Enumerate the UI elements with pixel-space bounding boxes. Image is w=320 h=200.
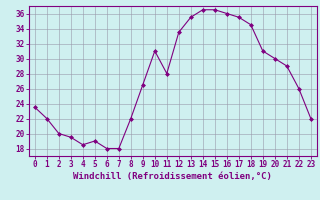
X-axis label: Windchill (Refroidissement éolien,°C): Windchill (Refroidissement éolien,°C) [73, 172, 272, 181]
